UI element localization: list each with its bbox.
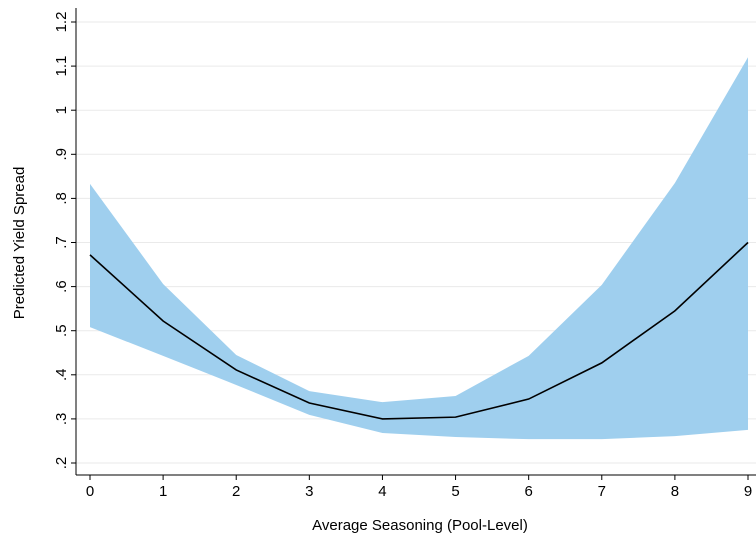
y-tick-label: .5 [53, 324, 70, 337]
y-tick-label: 1 [53, 106, 70, 114]
confidence-band [90, 57, 748, 440]
x-tick-label: 1 [159, 483, 167, 500]
y-tick-label: .3 [53, 413, 70, 426]
x-tick-label: 4 [378, 483, 386, 500]
plot-area [89, 57, 749, 440]
line [89, 241, 749, 420]
x-axis-title: Average Seasoning (Pool-Level) [312, 517, 528, 534]
x-tick-label: 9 [744, 483, 752, 500]
y-tick-label: 1.1 [53, 56, 70, 77]
y-axis-title: Predicted Yield Spread [11, 167, 28, 320]
y-tick-label: .9 [53, 148, 70, 161]
x-tick-label: 6 [524, 483, 532, 500]
x-tick-label: 0 [86, 483, 94, 500]
x-tick-label: 3 [305, 483, 313, 500]
y-tick-label: .4 [53, 369, 70, 382]
x-tick-label: 7 [598, 483, 606, 500]
x-tick-label: 2 [232, 483, 240, 500]
x-tick-label: 5 [451, 483, 459, 500]
y-tick-label: .7 [53, 236, 70, 249]
y-tick-label: 1.2 [53, 12, 70, 33]
y-tick-label: .8 [53, 192, 70, 205]
y-tick-label: .6 [53, 280, 70, 293]
x-tick-label: 8 [671, 483, 679, 500]
y-tick-label: .2 [53, 457, 70, 470]
